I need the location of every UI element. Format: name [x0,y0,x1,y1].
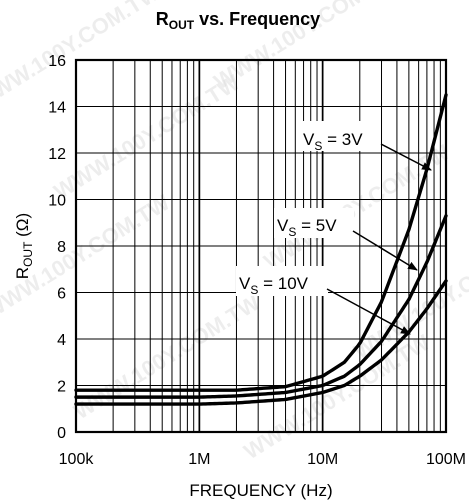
y-tick-label: 16 [48,53,66,70]
series-lines [74,93,448,406]
watermark-text: WWW.100Y.COM.TW [259,140,454,275]
label-bg-5v [274,208,354,238]
watermark-text: WWW.100Y.COM.TW [0,0,164,114]
y-label-subscript: OUT [21,241,35,267]
watermark-text: WWW.100Y.COM.TW [49,70,244,205]
y-label-rest: (Ω) [13,213,32,242]
y-tick-label: 6 [57,286,66,303]
title-main: R [156,9,169,29]
chart-title: ROUT vs. Frequency [156,9,320,32]
tick-labels: 0 2 4 6 8 10 12 14 16 100k 1M 10M 100M [48,53,466,468]
y-label-main: R [13,267,32,279]
y-tick-label: 0 [57,425,66,442]
y-axis-label: ROUT (Ω) [13,213,35,279]
title-subscript: OUT [169,18,195,32]
y-tick-label: 4 [57,332,66,349]
watermark-text: WWW.100Y.COM.TW [239,330,434,465]
series-annotations: VS = 3V VS = 5V VS = 10V [236,121,432,335]
series-label-3v: VS = 3V [303,130,363,153]
y-tick-label: 12 [48,146,66,163]
x-tick-label: 10M [307,451,338,468]
plot-frame [74,58,448,434]
arrow-10v [326,288,411,335]
arrow-5v [352,230,418,271]
y-tick-label: 2 [57,379,66,396]
x-tick-label: 100M [426,451,466,468]
series-line-2 [74,279,448,406]
series-label-10v: VS = 10V [239,274,309,297]
series-label-5v: VS = 5V [277,216,337,239]
series-line-0 [74,93,448,392]
y-tick-label: 10 [48,193,66,210]
series-line-1 [74,214,448,399]
x-tick-label: 100k [59,451,95,468]
x-axis-label: FREQUENCY (Hz) [189,481,332,500]
y-tick-label: 14 [48,100,66,117]
label-bg-10v [236,266,328,296]
y-tick-label: 8 [57,239,66,256]
label-bg-3v [300,121,380,151]
x-tick-label: 1M [188,451,210,468]
arrow-3v [380,143,432,171]
title-rest: vs. Frequency [194,9,320,29]
